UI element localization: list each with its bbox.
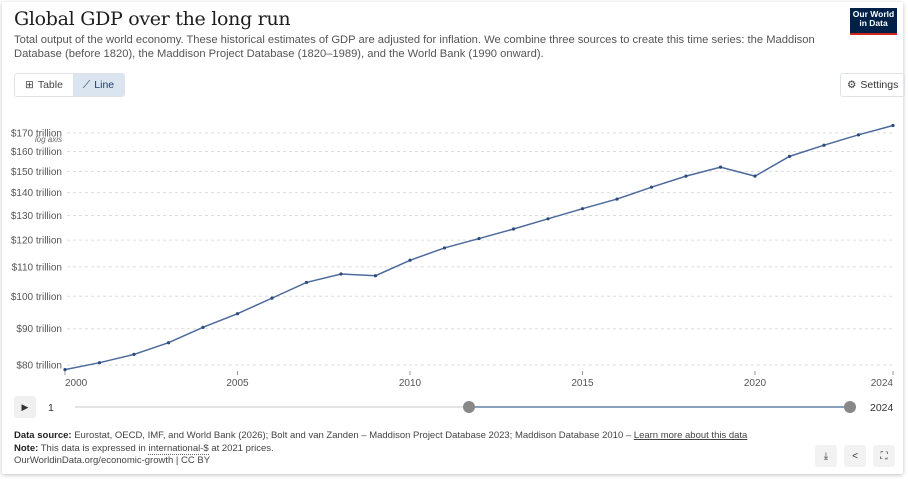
data-point <box>684 174 688 178</box>
y-tick-label: $170 trillion <box>11 128 62 139</box>
timeline-max-label: 2024 <box>870 402 894 414</box>
fullscreen-icon: ⛶ <box>880 450 888 462</box>
data-point <box>442 246 447 250</box>
play-button[interactable]: ▶ <box>14 396 36 418</box>
line-chart: log axis $80 trillion $90 trillion $100 tri… <box>11 123 895 389</box>
tab-label: Table <box>37 79 63 91</box>
chart-title: Global GDP over the long run <box>14 8 291 30</box>
chart-card: Global GDP over the long run Total outpu… <box>2 2 906 474</box>
data-point <box>132 352 136 357</box>
share-icon: < <box>852 450 858 462</box>
source-label: Data source: <box>14 430 72 441</box>
y-tick-label: $160 trillion <box>11 147 62 158</box>
x-tick-label: 2000 <box>65 378 88 389</box>
download-icon: ⤓ <box>823 450 829 462</box>
share-button[interactable]: < <box>844 445 866 467</box>
data-point <box>856 133 861 137</box>
source-url[interactable]: OurWorldinData.org/economic-growth | CC … <box>14 455 211 466</box>
x-tick-label: 2005 <box>226 378 249 389</box>
line-chart-icon: ⟋ <box>82 78 91 91</box>
data-point <box>339 272 343 276</box>
data-point <box>787 154 792 158</box>
play-icon: ▶ <box>21 401 29 412</box>
data-point <box>822 143 826 147</box>
data-point <box>97 361 102 365</box>
data-point <box>166 341 171 345</box>
tab-label: Line <box>94 79 115 91</box>
x-tick-label: 2010 <box>399 378 422 389</box>
table-icon: ⊞ <box>25 79 34 91</box>
y-tick-label: $130 trillion <box>11 211 62 222</box>
data-point <box>891 123 895 128</box>
y-tick-label: $140 trillion <box>11 188 62 199</box>
note-text: This data is expressed in <box>38 442 149 454</box>
timeline-selected-range <box>469 406 850 408</box>
data-point <box>201 325 205 329</box>
data-point <box>63 368 67 372</box>
tab-line[interactable]: ⟋ Line <box>72 74 125 96</box>
download-button[interactable]: ⤓ <box>815 445 837 467</box>
y-tick-label: $100 trillion <box>11 292 62 303</box>
source-text: Eurostat, OECD, IMF, and World Bank (202… <box>71 430 634 441</box>
chart-footer: Data source: Eurostat, OECD, IMF, and Wo… <box>14 430 747 468</box>
tab-table[interactable]: ⊞ Table <box>15 74 73 96</box>
x-tick-label: 2015 <box>571 378 594 389</box>
timeline-min-label: 1 <box>48 402 54 414</box>
data-point <box>304 280 309 285</box>
settings-button[interactable]: ⚙ Settings <box>840 73 906 97</box>
data-point <box>580 207 585 211</box>
data-point <box>718 165 723 169</box>
note-text-end: at 2021 prices. <box>208 442 274 454</box>
international-dollar-link[interactable]: international-$ <box>148 442 209 455</box>
fullscreen-button[interactable]: ⛶ <box>873 445 895 467</box>
note-label: Note: <box>14 442 39 454</box>
x-tick-label: 2020 <box>744 378 767 389</box>
data-point <box>649 185 654 189</box>
data-point <box>615 197 619 201</box>
owid-logo[interactable]: Our World in Data <box>850 8 897 35</box>
timeline-slider[interactable] <box>75 401 856 413</box>
data-point <box>373 274 378 278</box>
series-line <box>64 124 894 371</box>
y-tick-label: $90 trillion <box>16 324 62 335</box>
data-point <box>511 227 516 231</box>
data-point <box>235 312 240 316</box>
data-point <box>477 236 481 241</box>
data-point <box>546 217 550 221</box>
y-tick-label: $80 trillion <box>16 361 62 372</box>
learn-more-link[interactable]: Learn more about this data <box>633 430 748 441</box>
data-point <box>753 174 757 178</box>
gear-icon: ⚙ <box>847 79 857 91</box>
view-tabs: ⊞ Table ⟋ Line <box>14 73 126 97</box>
x-tick-label: 2024 <box>871 378 894 389</box>
data-point <box>408 258 412 262</box>
y-tick-label: $150 trillion <box>11 167 62 178</box>
timeline-end-handle[interactable] <box>844 401 856 413</box>
y-tick-label: $110 trillion <box>12 262 62 273</box>
y-tick-label: $120 trillion <box>11 236 62 247</box>
chart-subtitle: Total output of the world economy. These… <box>14 34 815 60</box>
data-point <box>270 296 274 300</box>
data-source: Data source: Eurostat, OECD, IMF, and Wo… <box>14 430 747 443</box>
timeline-start-handle[interactable] <box>463 401 475 413</box>
log-axis-label: log axis <box>35 135 62 144</box>
note: Note: This data is expressed in internat… <box>14 442 747 456</box>
settings-label: Settings <box>860 79 899 91</box>
